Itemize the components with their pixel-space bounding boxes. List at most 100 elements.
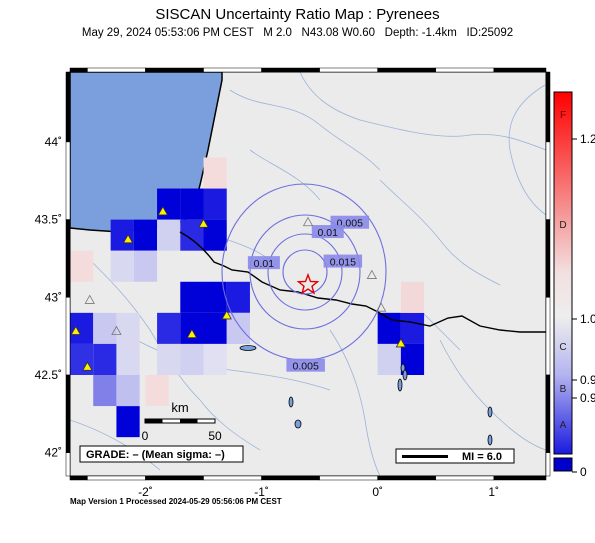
- grid-cell: [203, 343, 227, 375]
- colorbar: F D C B A 1.2 1.0 0.9 0.9 0: [553, 91, 595, 479]
- frame-segment: [65, 219, 71, 298]
- grid-cell: [400, 312, 425, 344]
- frame-segment: [435, 67, 495, 73]
- grid-cell: [377, 343, 401, 375]
- frame-segment: [261, 475, 320, 481]
- y-axis-labels: 44˚ 43.5˚ 43˚ 42.5˚ 42˚: [35, 135, 62, 460]
- frame-segment: [145, 475, 204, 481]
- colorbar-value: 0.9: [580, 391, 595, 405]
- station-inactive-icon: [111, 325, 122, 335]
- grid-cell: [133, 219, 158, 251]
- frame-segment: [69, 475, 88, 481]
- mi-text: MI = 6.0: [462, 451, 502, 463]
- grid-cell: [180, 312, 204, 344]
- contour-label-text: 0.015: [330, 257, 356, 269]
- colorbar-letter: B: [560, 384, 567, 395]
- x-tick-label: 0˚: [372, 485, 383, 499]
- station-active-icon: [122, 233, 134, 244]
- colorbar-value: 0.9: [580, 373, 595, 387]
- contour-label-2: 0.015: [323, 254, 363, 269]
- grid-cell: [226, 312, 250, 344]
- grid-cell: [157, 219, 181, 251]
- scale-bar-label-50: 50: [208, 429, 222, 443]
- mi-box: [395, 448, 515, 464]
- grid-cell: [116, 343, 140, 375]
- grade-box: [79, 445, 244, 463]
- grid-cell: [116, 375, 140, 407]
- grid-cell: [180, 343, 204, 375]
- station-active-icon: [70, 325, 81, 335]
- contour-label-text: 0.005: [293, 361, 319, 373]
- frame-segment: [545, 71, 551, 143]
- frame-segment: [545, 452, 551, 477]
- grid-cell: [110, 250, 134, 282]
- grid-cell: [203, 157, 227, 189]
- grid-cell: [180, 281, 204, 313]
- contour-label-bg: [247, 256, 280, 270]
- contour-label-text: 0.01: [318, 227, 339, 239]
- frame-segment: [261, 67, 320, 73]
- grid-cell: [400, 343, 425, 375]
- scale-bar-title: km: [171, 400, 188, 415]
- frame-segment: [69, 67, 88, 73]
- grid-cell: [203, 188, 227, 220]
- frame-segment: [493, 67, 547, 73]
- grid-cell: [180, 188, 204, 220]
- map-footer: Map Version 1 Processed 2024-05-29 05:56…: [70, 497, 282, 506]
- colorbar-value: 1.0: [580, 312, 595, 326]
- frame-segment: [65, 452, 71, 477]
- colorbar-letter: A: [560, 420, 567, 431]
- station-active-icon: [82, 361, 93, 371]
- station-active-icon: [221, 310, 232, 320]
- grid-cell: [116, 312, 140, 344]
- grid-cell: [157, 343, 181, 375]
- frame-segment: [545, 297, 551, 376]
- station-inactive-icon: [375, 302, 387, 312]
- epicenter-star: [296, 272, 320, 295]
- station-inactive-icon: [302, 216, 314, 227]
- grid-cell: [157, 312, 181, 344]
- frame-segment: [493, 475, 547, 481]
- station-active-icon: [157, 206, 169, 216]
- station-inactive-icon: [84, 294, 95, 304]
- scale-bar: km 0 50: [142, 400, 222, 443]
- grid-cell: [377, 312, 401, 344]
- grid-cell: [145, 375, 169, 407]
- frame-segment: [203, 67, 262, 73]
- colorbar-value: 1.2: [580, 132, 595, 146]
- y-tick-label: 43˚: [45, 290, 62, 304]
- x-tick-label: 1˚: [488, 485, 499, 499]
- uncertainty-grid: [70, 157, 425, 438]
- grid-cell: [116, 406, 140, 438]
- x-tick-label: -1˚: [254, 485, 269, 499]
- colorbar-value: 0: [580, 465, 587, 479]
- colorbar-letter: F: [560, 110, 566, 121]
- contour-label-bg: [286, 358, 325, 372]
- grid-cell: [110, 219, 134, 251]
- grid-cell: [70, 312, 94, 344]
- contour-label-text: 0.01: [254, 258, 275, 270]
- x-axis-labels: -2˚ -1˚ 0˚ 1˚: [138, 485, 499, 499]
- contour-label-4: 0.005: [286, 358, 325, 373]
- station-active-icon: [198, 218, 209, 228]
- y-tick-label: 43.5˚: [35, 213, 62, 227]
- map-title: SISCAN Uncertainty Ratio Map : Pyrenees: [155, 6, 440, 23]
- frame-segment: [65, 141, 71, 220]
- event-info: May 29, 2024 05:53:06 PM CEST M 2.0 N43.…: [81, 27, 514, 39]
- grid-cell: [133, 250, 158, 282]
- grid-cell: [93, 375, 117, 407]
- seismic-stations: [70, 206, 407, 371]
- grid-cell: [400, 281, 425, 313]
- frame-segment: [65, 71, 71, 143]
- grid-cell: [203, 219, 227, 251]
- colorbar-letter: D: [559, 220, 566, 231]
- frame-segment: [377, 67, 436, 73]
- station-active-icon: [186, 328, 198, 338]
- frame-segment: [377, 475, 436, 481]
- scale-bar-label-0: 0: [142, 429, 149, 443]
- station-active-icon: [395, 338, 407, 348]
- lakes: [239, 345, 493, 446]
- y-tick-label: 42˚: [45, 446, 62, 460]
